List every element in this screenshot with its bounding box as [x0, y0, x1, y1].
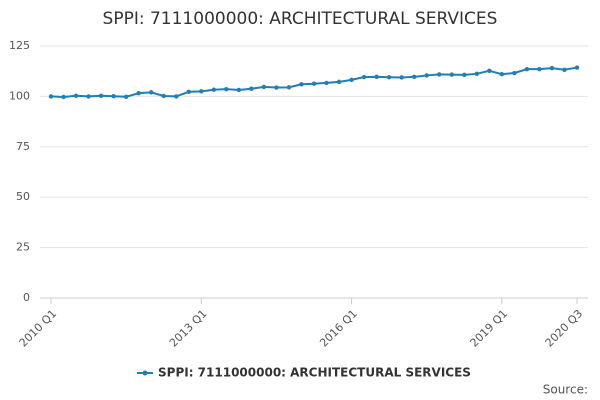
data-point: [73, 93, 79, 98]
data-point: [174, 94, 179, 99]
chart-title: SPPI: 7111000000: ARCHITECTURAL SERVICES: [103, 9, 498, 29]
data-point: [499, 72, 505, 77]
data-point: [86, 94, 91, 99]
data-point: [111, 93, 116, 99]
y-tick-label: 50: [16, 190, 30, 203]
data-point: [437, 72, 442, 77]
data-point: [161, 93, 166, 99]
data-point: [411, 74, 417, 80]
data-point: [324, 80, 329, 86]
data-point: [148, 90, 154, 95]
data-point: [274, 85, 279, 90]
data-point: [524, 66, 530, 72]
data-point: [311, 81, 317, 86]
data-point: [186, 89, 191, 94]
data-point: [474, 71, 480, 77]
data-point: [286, 85, 292, 90]
data-point: [211, 87, 217, 92]
data-point: [336, 79, 342, 85]
data-point: [299, 82, 304, 87]
legend-label: SPPI: 7111000000: ARCHITECTURAL SERVICES: [158, 366, 471, 380]
data-point: [249, 86, 254, 91]
data-point: [374, 74, 379, 80]
data-point: [61, 94, 66, 100]
data-point: [487, 68, 492, 73]
data-point: [562, 67, 567, 72]
data-point: [98, 93, 104, 98]
data-point: [136, 90, 141, 96]
data-point: [449, 72, 454, 77]
legend-marker: [142, 370, 148, 376]
data-point: [349, 77, 354, 83]
data-point: [574, 65, 580, 70]
y-tick-label: 125: [9, 39, 30, 52]
data-point: [123, 94, 129, 100]
y-tick-label: 25: [16, 241, 30, 254]
data-point: [399, 75, 404, 80]
x-tick-label: 2013 Q1: [167, 307, 210, 350]
data-point: [549, 65, 555, 71]
x-tick-label: 2020 Q3: [543, 307, 586, 350]
data-point: [361, 74, 367, 80]
y-tick-label: 75: [16, 140, 30, 153]
data-point: [424, 73, 429, 78]
y-tick-label: 100: [9, 89, 30, 102]
x-tick-label: 2010 Q1: [17, 307, 60, 350]
data-point: [199, 89, 204, 94]
data-point: [512, 70, 517, 76]
data-point: [261, 84, 267, 90]
x-tick-label: 2016 Q1: [317, 307, 360, 350]
data-point: [224, 86, 229, 92]
data-point: [386, 75, 392, 80]
data-point: [48, 94, 54, 99]
x-tick-label: 2019 Q1: [468, 307, 511, 350]
data-point: [462, 72, 467, 78]
data-point: [236, 87, 242, 93]
source: Source:: [543, 383, 588, 397]
y-tick-label: 0: [23, 291, 30, 304]
data-point: [537, 66, 542, 72]
